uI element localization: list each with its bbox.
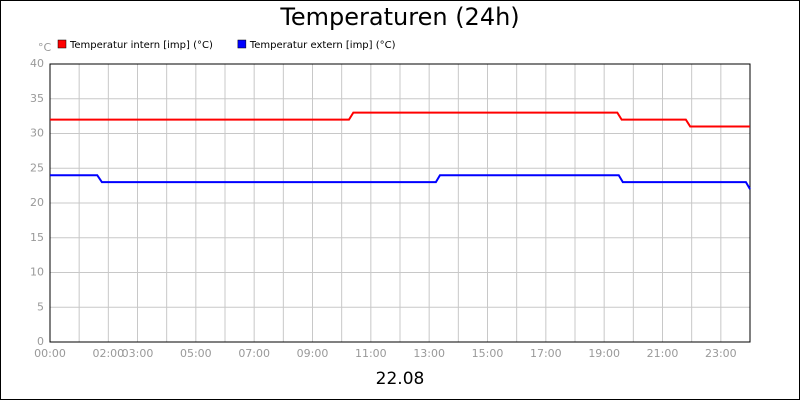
y-tick-label: 25 <box>30 161 44 174</box>
y-tick-label: 35 <box>30 92 44 105</box>
line <box>50 111 750 128</box>
x-tick-label: 19:00 <box>588 347 620 360</box>
plot-frame <box>49 63 751 343</box>
legend-label: Temperatur extern [imp] (°C) <box>249 40 396 51</box>
x-tick-label: 11:00 <box>355 347 387 360</box>
legend-swatch <box>237 39 247 49</box>
x-tick-label: 09:00 <box>297 347 329 360</box>
legend-swatch <box>57 39 67 49</box>
line <box>50 174 751 190</box>
x-tick-label: 00:00 <box>34 347 66 360</box>
x-tick-label: 15:00 <box>472 347 504 360</box>
y-unit: °C <box>38 41 52 54</box>
x-tick-label: 03:00 <box>122 347 154 360</box>
x-tick-label: 21:00 <box>647 347 679 360</box>
y-tick-label: 15 <box>30 231 44 244</box>
y-tick-label: 40 <box>30 57 44 70</box>
x-tick-label: 05:00 <box>180 347 212 360</box>
x-tick-label: 02:00 <box>92 347 124 360</box>
x-tick-label: 07:00 <box>238 347 270 360</box>
x-axis-label: 22.08 <box>376 369 425 389</box>
chart-title: Temperaturen (24h) <box>279 3 519 31</box>
y-tick-label: 20 <box>30 196 44 209</box>
x-tick-label: 23:00 <box>705 347 737 360</box>
x-tick-label: 17:00 <box>530 347 562 360</box>
y-tick-label: 0 <box>37 335 44 348</box>
x-tick-label: 13:00 <box>413 347 445 360</box>
y-tick-label: 5 <box>37 300 44 313</box>
y-tick-label: 10 <box>30 266 44 279</box>
legend-label: Temperatur intern [imp] (°C) <box>69 40 213 51</box>
y-tick-label: 30 <box>30 127 44 140</box>
